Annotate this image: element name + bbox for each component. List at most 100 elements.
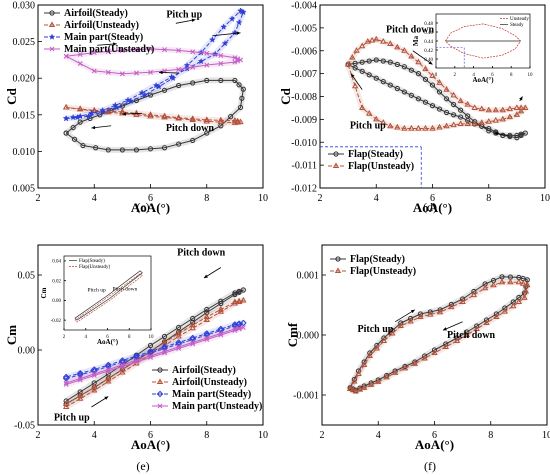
- marker-triangle: [76, 392, 84, 398]
- legend-entry: Flap(Steady): [348, 149, 403, 160]
- marker-triangle: [105, 374, 112, 381]
- marker-circle: [176, 141, 182, 147]
- marker-x: [190, 64, 196, 70]
- series-line: [65, 322, 244, 379]
- marker-circle: [394, 61, 400, 68]
- marker-triangle: [360, 384, 368, 390]
- legend-entry: Main part(Unsteady): [172, 401, 262, 412]
- marker-triangle: [344, 60, 352, 67]
- marker-star: [152, 81, 160, 89]
- marker-triangle: [91, 383, 98, 390]
- marker-star: [76, 112, 84, 120]
- marker-circle: [359, 59, 365, 65]
- marker-triangle: [517, 107, 525, 114]
- marker-x: [91, 68, 97, 74]
- marker-x: [162, 350, 167, 356]
- plot-area: [320, 35, 529, 188]
- arrow-shaft: [394, 309, 416, 323]
- marker-triangle: [161, 113, 168, 120]
- y-tick-label: -0.05: [14, 421, 35, 432]
- series-main-part-unsteady-: [63, 324, 247, 388]
- marker-circle: [157, 367, 163, 373]
- marker-triangle: [91, 106, 98, 113]
- inset-y-tick-label: 0.42: [424, 49, 433, 54]
- marker-x: [77, 376, 83, 381]
- legend-entry: Main part(Steady): [64, 32, 143, 43]
- marker-circle: [375, 377, 381, 383]
- y-tick-label: 0.000: [297, 331, 320, 342]
- marker-star: [88, 109, 95, 117]
- marker-x: [119, 364, 125, 369]
- marker-circle: [429, 103, 436, 109]
- marker-circle: [398, 320, 404, 326]
- panel-d: 2 4 6 8 10 -0.012 -0.011 -0.010 -0.009 -0.008 -0.0…: [278, 1, 550, 216]
- marker-triangle: [499, 115, 507, 122]
- marker-triangle: [119, 365, 126, 372]
- marker-triangle: [189, 116, 196, 122]
- marker-circle: [427, 309, 433, 315]
- arrow-head: [158, 70, 163, 75]
- marker-triangle: [147, 112, 154, 119]
- y-axis-label: Cd: [278, 87, 293, 104]
- marker-triangle: [203, 313, 210, 320]
- series-line: [347, 59, 526, 139]
- marker-circle: [63, 398, 69, 404]
- marker-triangle: [411, 360, 419, 366]
- marker-star: [220, 23, 228, 30]
- marker-circle: [161, 333, 168, 340]
- arrow-head: [191, 18, 196, 23]
- legend-entry: Flap(Unsteady): [348, 161, 414, 172]
- inset-x-tick-label: 4: [472, 73, 475, 78]
- marker-circle: [70, 125, 76, 131]
- annotation: Pitch up: [166, 9, 202, 20]
- marker-circle: [436, 106, 443, 112]
- marker-triangle: [161, 112, 168, 119]
- marker-circle: [502, 305, 508, 311]
- series-main-part-steady-: [62, 319, 247, 382]
- inset-x-tick-label: 10: [149, 335, 155, 340]
- marker-circle: [204, 306, 210, 313]
- marker-circle: [443, 96, 450, 102]
- marker-x: [77, 51, 83, 57]
- marker-circle: [147, 92, 154, 98]
- series-airfoil-steady-: [63, 77, 247, 153]
- marker-x: [63, 380, 69, 386]
- inset-x-tick-label: 2: [63, 335, 66, 340]
- marker-circle: [514, 135, 520, 141]
- marker-circle: [500, 132, 506, 138]
- marker-x: [218, 332, 224, 338]
- series-flap-steady-: [345, 56, 529, 141]
- arrow-head: [122, 112, 127, 116]
- marker-triangle: [515, 298, 523, 305]
- inset-legend-entry: Flap(Unsteady): [79, 265, 110, 270]
- x-tick-label: 6: [430, 193, 435, 204]
- marker-triangle: [231, 298, 239, 305]
- marker-triangle: [436, 79, 443, 85]
- marker-triangle: [133, 111, 140, 117]
- x-tick-label: 6: [148, 193, 153, 204]
- marker-circle: [105, 147, 111, 153]
- marker-triangle: [62, 400, 70, 407]
- marker-circle: [236, 288, 242, 295]
- marker-triangle: [415, 124, 422, 131]
- marker-triangle: [521, 294, 528, 300]
- marker-circle: [218, 300, 224, 307]
- inset-x-tick-label: 0: [435, 73, 438, 78]
- marker-circle: [460, 296, 466, 302]
- marker-triangle: [217, 305, 225, 312]
- marker-triangle: [235, 297, 243, 304]
- marker-circle: [80, 142, 86, 149]
- series-halo: [347, 279, 531, 395]
- marker-x: [162, 349, 167, 354]
- marker-diamond: [156, 390, 164, 398]
- marker-circle: [77, 119, 83, 125]
- marker-circle: [458, 114, 464, 120]
- inset-x-tick-label: 8: [510, 73, 513, 78]
- marker-x: [157, 403, 163, 409]
- marker-x: [176, 346, 182, 351]
- y-tick-label: 0.001: [297, 271, 320, 282]
- marker-circle: [387, 59, 393, 65]
- marker-triangle: [175, 114, 182, 120]
- marker-triangle: [522, 104, 529, 110]
- marker-circle: [176, 82, 182, 89]
